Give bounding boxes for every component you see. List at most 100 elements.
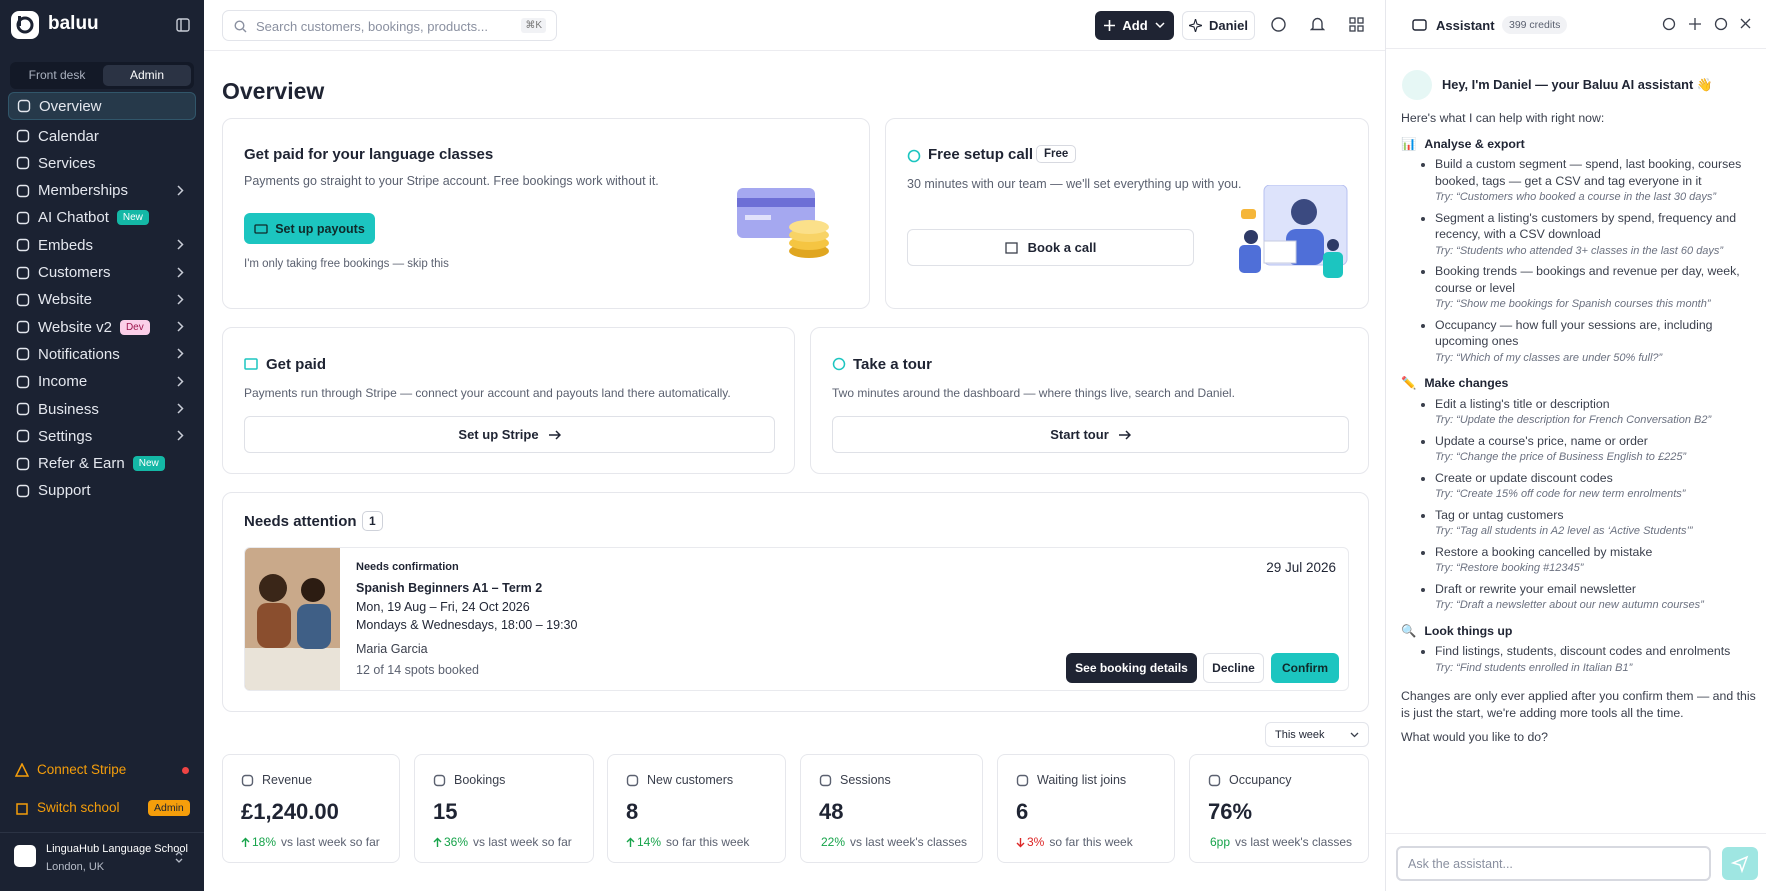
switch-school[interactable]: Switch school (15, 800, 120, 815)
icon (16, 484, 30, 498)
icon (819, 774, 832, 786)
nav-item[interactable]: Business (8, 395, 196, 423)
nav-item[interactable]: Memberships (8, 177, 196, 205)
assistant-input[interactable]: Ask the assistant... (1396, 846, 1711, 881)
bell-icon[interactable] (1310, 17, 1325, 32)
icon-shape (16, 348, 30, 361)
example-prompt[interactable]: Try: “Update the description for French … (1435, 414, 1712, 426)
capability: Restore a booking cancelled by mistake Tr… (1435, 544, 1756, 577)
chevron-path (177, 321, 184, 332)
nav-item[interactable]: Services (8, 149, 196, 177)
stat-label-row: Waiting list joins (1016, 773, 1156, 787)
nav-label: Notifications (38, 345, 120, 363)
nav-item[interactable]: Embeds (8, 231, 196, 259)
example-prompt[interactable]: Try: “Customers who booked a course in t… (1435, 191, 1717, 203)
example-prompt[interactable]: Try: “Tag all students in A2 level as ‘A… (1435, 525, 1693, 537)
nav-item[interactable]: AI Chatbot New (8, 204, 196, 232)
example-prompt[interactable]: Try: “Which of my classes are under 50% … (1435, 351, 1663, 364)
icon-shape (16, 320, 30, 334)
book-call-button[interactable]: Book a call (907, 229, 1194, 266)
trend-arrow (433, 837, 442, 847)
school-name[interactable]: LinguaHub Language School (46, 843, 188, 855)
card-text: Payments run through Stripe — connect yo… (244, 386, 731, 400)
tab[interactable]: Admin (103, 65, 191, 86)
card-text: 30 minutes with our team — we'll set eve… (907, 177, 1242, 191)
period-select[interactable]: This week (1265, 722, 1369, 747)
nav-item[interactable]: Calendar (8, 122, 196, 150)
connect-stripe-label: Connect Stripe (37, 762, 127, 777)
icon (16, 375, 30, 388)
example-prompt[interactable]: Try: “Draft a newsletter about our new a… (1435, 599, 1704, 611)
example-prompt[interactable]: Try: “Create 15% off code for new term e… (1435, 488, 1686, 500)
example-prompt[interactable]: Try: “Restore booking #12345” (1435, 562, 1584, 574)
connect-stripe[interactable]: Connect Stripe (15, 762, 126, 777)
nav-item[interactable]: Refer & Earn New (8, 450, 196, 478)
logo[interactable] (11, 11, 39, 39)
daniel-button[interactable]: Daniel (1182, 11, 1255, 40)
nav-item[interactable]: Website v2 Dev (8, 313, 196, 341)
assistant-actions[interactable] (1662, 17, 1752, 31)
setup-payouts-button[interactable]: Set up payouts (244, 213, 375, 244)
arrow-icon (1118, 429, 1131, 440)
icon-shape (433, 774, 446, 786)
sidebar: baluu Front desk Admin Overview Calendar S… (0, 0, 204, 891)
help-icon[interactable] (1271, 17, 1286, 32)
nav-item[interactable]: Income (8, 368, 196, 396)
card-text: Payments go straight to your Stripe acco… (244, 174, 659, 188)
nav-item[interactable]: Customers (8, 259, 196, 287)
logo-mark (16, 16, 34, 34)
nav-item[interactable]: Notifications (8, 340, 196, 368)
apps-icon[interactable] (1349, 17, 1364, 32)
stat-label: Bookings (454, 773, 506, 787)
skip-link[interactable]: I'm only taking free bookings — skip thi… (244, 258, 449, 270)
nav-item[interactable]: Settings (8, 422, 196, 450)
calendar-icon (1005, 242, 1018, 254)
switcher-icon[interactable] (174, 850, 184, 864)
search-box[interactable]: Search customers, bookings, products... … (222, 10, 557, 41)
tour-card: Take a tour Two minutes around the dashb… (810, 327, 1369, 474)
icon-shape (16, 266, 30, 279)
chevron-path (177, 185, 184, 196)
stat-card: Waiting list joins 6 3% so far this week (997, 754, 1175, 863)
arrow-path (626, 837, 635, 847)
nav-item[interactable]: Support (8, 477, 196, 505)
nav-item[interactable]: Website (8, 286, 196, 314)
arrow-path (241, 837, 250, 847)
course-dates: Mon, 19 Aug – Fri, 24 Oct 2026 (356, 600, 530, 614)
card-text: Two minutes around the dashboard — where… (832, 386, 1235, 400)
icon-shape (17, 99, 31, 113)
call-illustration (1239, 185, 1348, 278)
stat-label: Revenue (262, 773, 313, 787)
nav-label: Income (38, 373, 88, 391)
setup-stripe-button[interactable]: Set up Stripe (244, 416, 775, 453)
stat-change: 6pp vs last week's classes (1208, 835, 1352, 849)
bot-icon (1412, 19, 1427, 31)
add-button[interactable]: Add (1095, 11, 1174, 40)
payment-illustration (737, 188, 829, 258)
start-tour-button[interactable]: Start tour (832, 416, 1349, 453)
confirm-button[interactable]: Confirm (1271, 653, 1339, 683)
details-button[interactable]: See booking details (1066, 653, 1197, 683)
stat-note: so far this week (1049, 835, 1133, 849)
send-button[interactable] (1722, 847, 1758, 880)
nav-badge: New (132, 456, 165, 472)
nav-label: Website (38, 291, 92, 309)
nav-label: Settings (38, 427, 93, 445)
icon-shape (241, 774, 254, 786)
decline-button[interactable]: Decline (1203, 653, 1264, 683)
capability-text: Tag or untag customers (1435, 507, 1564, 522)
card-title: Take a tour (853, 356, 932, 373)
example-prompt[interactable]: Try: “Show me bookings for Spanish cours… (1435, 298, 1711, 310)
capability: Occupancy — how full your sessions are, … (1435, 317, 1756, 367)
bot-avatar (1402, 70, 1432, 100)
example-prompt[interactable]: Try: “Change the price of Business Engli… (1435, 451, 1687, 463)
tab[interactable]: Front desk (28, 68, 86, 82)
example-prompt[interactable]: Try: “Find students enrolled in Italian … (1435, 661, 1633, 674)
trend-arrow (241, 837, 250, 847)
card-icon (244, 358, 258, 370)
example-prompt[interactable]: Try: “Students who attended 3+ classes i… (1435, 244, 1724, 257)
icon (16, 184, 30, 197)
stat-label-row: New customers (626, 773, 767, 787)
collapse-icon[interactable] (176, 18, 190, 32)
nav-item[interactable]: Overview (8, 92, 196, 120)
